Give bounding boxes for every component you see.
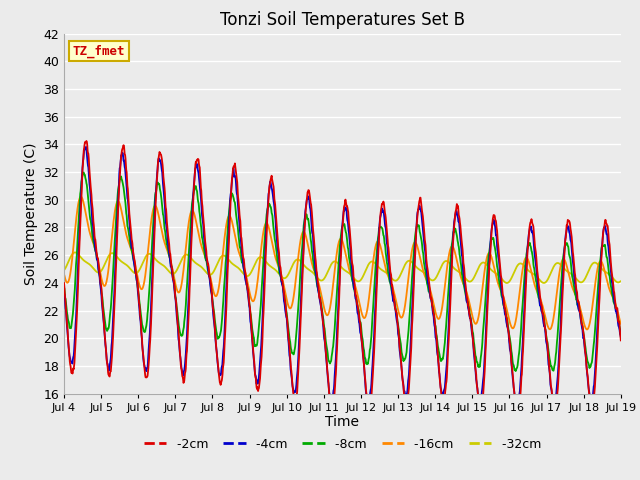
Y-axis label: Soil Temperature (C): Soil Temperature (C) [24, 143, 38, 285]
X-axis label: Time: Time [325, 415, 360, 430]
Text: TZ_fmet: TZ_fmet [72, 44, 125, 58]
Legend:  -2cm,  -4cm,  -8cm,  -16cm,  -32cm: -2cm, -4cm, -8cm, -16cm, -32cm [139, 433, 546, 456]
Title: Tonzi Soil Temperatures Set B: Tonzi Soil Temperatures Set B [220, 11, 465, 29]
